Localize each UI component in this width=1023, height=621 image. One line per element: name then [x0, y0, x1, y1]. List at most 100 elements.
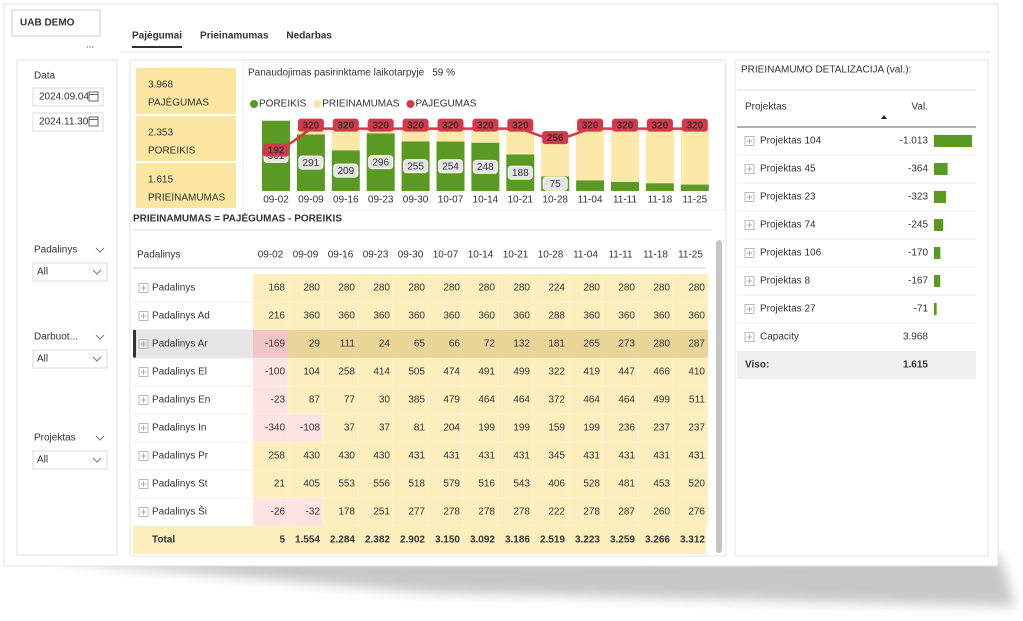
cell-value: 360	[688, 311, 705, 322]
expand-icon[interactable]	[744, 276, 755, 286]
project-name[interactable]: Projektas 74	[760, 220, 816, 231]
cell-value: 360	[443, 311, 460, 322]
cell-value: 87	[309, 395, 321, 406]
expand-icon[interactable]	[744, 192, 755, 202]
menu-dots[interactable]: ...	[86, 40, 94, 51]
row-header[interactable]: Padalinys Ši	[152, 505, 207, 518]
cell-background	[532, 497, 569, 527]
expand-icon[interactable]	[744, 220, 755, 230]
dropdown[interactable]	[32, 349, 108, 369]
cell-background	[497, 357, 534, 387]
expand-icon[interactable]	[744, 332, 755, 342]
date-input[interactable]	[32, 87, 104, 107]
cell-background	[637, 273, 674, 303]
cell-background	[252, 273, 289, 303]
dropdown[interactable]	[32, 450, 108, 470]
cell-background	[357, 497, 394, 527]
cell-value: 278	[513, 507, 530, 518]
capacity-label[interactable]: Capacity	[760, 332, 799, 343]
cell-background	[357, 413, 394, 443]
expand-icon[interactable]	[138, 395, 149, 405]
scrollbar[interactable]	[716, 240, 722, 553]
dropdown-value: All	[37, 354, 48, 365]
row-header[interactable]: Padalinys En	[152, 395, 210, 406]
x-tick-label: 10-21	[508, 195, 534, 206]
dropdown[interactable]	[32, 262, 108, 282]
cell-background	[602, 441, 639, 471]
expand-plus	[141, 509, 146, 515]
cell-value: 419	[583, 367, 600, 378]
cell-value: 29	[309, 339, 321, 350]
expand-icon[interactable]	[744, 136, 755, 146]
cell-background	[428, 330, 463, 358]
cell-value: 410	[688, 367, 705, 378]
bar-segment	[541, 141, 570, 177]
cell-value: 431	[618, 451, 635, 462]
data-label: 320	[617, 120, 634, 131]
chevron-icon	[95, 435, 105, 441]
row-header[interactable]: Padalinys El	[152, 367, 207, 378]
project-value: -1.013	[900, 136, 929, 147]
cell-background	[567, 357, 604, 387]
project-name[interactable]: Projektas 104	[760, 136, 822, 147]
row-header[interactable]: Padalinys In	[152, 423, 206, 434]
project-name[interactable]: Projektas 23	[760, 192, 816, 203]
expand-icon[interactable]	[138, 507, 149, 517]
cell-background	[532, 301, 569, 331]
chevron-icon	[95, 247, 105, 253]
cell-background	[322, 413, 359, 443]
expand-icon[interactable]	[138, 451, 149, 461]
cell-value: 199	[513, 423, 530, 434]
sort-icon[interactable]	[881, 115, 887, 119]
project-value: -323	[908, 192, 928, 203]
expand-icon[interactable]	[138, 311, 149, 321]
cell-value: 278	[478, 507, 495, 518]
expand-icon[interactable]	[138, 283, 149, 293]
cell-value: 204	[443, 423, 460, 434]
project-name[interactable]: Projektas 8	[760, 276, 810, 287]
cell-background	[672, 273, 709, 303]
cell-value: 447	[618, 367, 635, 378]
expand-plus	[747, 138, 752, 144]
row-header[interactable]: Padalinys St	[152, 479, 208, 490]
expand-plus	[141, 341, 146, 347]
row-header[interactable]: Padalinys	[152, 283, 195, 294]
row-header[interactable]: Padalinys Ar	[152, 339, 208, 350]
cell-background	[497, 301, 534, 331]
cell-background	[637, 385, 674, 415]
data-label-box	[368, 155, 394, 170]
cell-background	[672, 469, 709, 499]
row-header[interactable]: Padalinys Pr	[152, 451, 209, 462]
tab[interactable]: Pajėgumai	[132, 31, 182, 42]
expand-icon[interactable]	[744, 164, 755, 174]
cell-value: 72	[484, 339, 496, 350]
project-name[interactable]: Projektas 27	[760, 304, 816, 315]
expand-icon[interactable]	[138, 339, 149, 349]
expand-icon[interactable]	[138, 367, 149, 377]
data-label: 320	[442, 120, 459, 131]
project-name[interactable]: Projektas 45	[760, 164, 816, 175]
cell-background	[497, 273, 534, 303]
date-input[interactable]	[32, 112, 104, 132]
expand-icon[interactable]	[138, 479, 149, 489]
expand-icon[interactable]	[138, 423, 149, 433]
x-tick-label: 09-02	[263, 195, 289, 206]
cell-value: 453	[653, 479, 670, 490]
chevron-icon	[95, 334, 105, 340]
expand-icon[interactable]	[744, 304, 755, 314]
chevron-icon	[92, 457, 102, 463]
row-header[interactable]: Padalinys Ad	[152, 311, 210, 322]
column-header: 11-04	[573, 250, 598, 261]
column-header: 11-11	[608, 250, 633, 261]
project-name[interactable]: Projektas 106	[760, 248, 822, 259]
cell-value: 360	[478, 311, 495, 322]
total-value: 5	[279, 535, 285, 546]
tab[interactable]: Prieinamumas	[200, 31, 269, 42]
data-label: 320	[303, 120, 320, 131]
tab[interactable]: Nedarbas	[286, 31, 332, 42]
cell-background	[392, 301, 429, 331]
cell-value: 520	[688, 479, 705, 490]
expand-icon[interactable]	[744, 248, 755, 258]
cell-background	[357, 301, 394, 331]
x-tick-label: 09-09	[298, 195, 324, 206]
